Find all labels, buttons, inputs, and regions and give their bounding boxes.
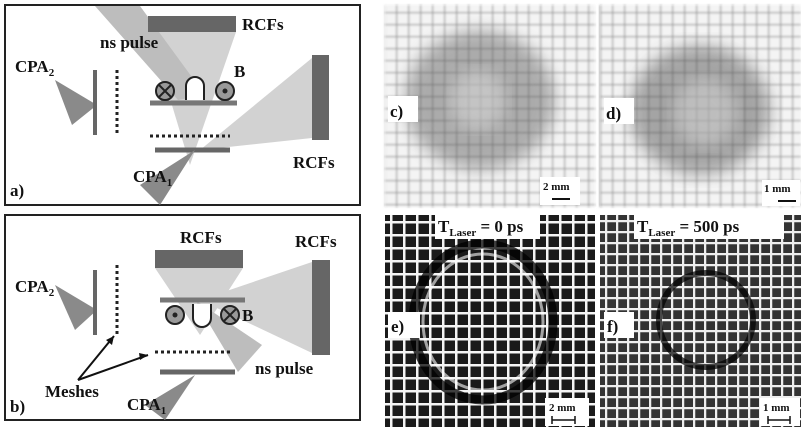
figure: CPA2 ns pulse RCFs B RCFs CPA1 a) RCFs R…	[0, 0, 801, 427]
text-part: Laser	[648, 227, 675, 239]
text-part: 1	[161, 405, 167, 417]
scale-label: 2 mm	[543, 181, 570, 193]
panel-label: a)	[10, 181, 24, 200]
scale-label: 1 mm	[764, 183, 791, 195]
panel-f: TLaser = 500 ps f) 1 mm	[600, 215, 801, 427]
detector-label: RCFs	[293, 153, 335, 172]
rcf-stack	[155, 250, 243, 268]
panel-a: CPA2 ns pulse RCFs B RCFs CPA1 a)	[5, 5, 360, 205]
coil-loop	[186, 77, 204, 100]
beam-label: CPA1	[127, 395, 166, 417]
panel-label: b)	[10, 397, 25, 416]
panel-label: c)	[390, 102, 403, 121]
panel-e: TLaser = 0 ps e) 2 mm	[385, 215, 595, 427]
coil-loop	[193, 304, 211, 327]
mesh-label: Meshes	[45, 382, 99, 401]
rcf-stack	[312, 260, 330, 355]
dot-mark	[223, 89, 228, 94]
panel-label: d)	[606, 104, 621, 123]
detector-label: RCFs	[180, 228, 222, 247]
panel-c: c) 2 mm	[385, 5, 595, 207]
text-part: T	[438, 217, 450, 236]
text-part: 2	[49, 67, 55, 79]
text-part: 1	[167, 177, 173, 189]
detector-label: RCFs	[295, 232, 337, 251]
panel-b: RCFs RCFs CPA2 B Meshes ns pulse CPA1 b)	[5, 215, 360, 420]
text-part: 2	[49, 287, 55, 299]
text-part: CPA	[15, 57, 49, 76]
text-part: T	[637, 217, 649, 236]
beam-label: CPA1	[133, 167, 172, 189]
text-part: CPA	[127, 395, 161, 414]
panel-label: e)	[391, 317, 404, 336]
text-part: CPA	[133, 167, 167, 186]
scale-label: 2 mm	[549, 402, 576, 414]
panel-label: f)	[607, 317, 618, 336]
beam-label: ns pulse	[100, 33, 159, 52]
rcf-stack	[312, 55, 329, 140]
field-label: B	[242, 306, 253, 325]
scale-label: 1 mm	[763, 402, 790, 414]
text-part: Laser	[449, 227, 476, 239]
beam-label: ns pulse	[255, 359, 314, 378]
rcf-stack	[148, 16, 236, 32]
bubble	[673, 78, 737, 146]
detector-label: RCFs	[242, 15, 284, 34]
text-part: = 500 ps	[675, 217, 739, 236]
panel-d: d) 1 mm	[600, 5, 801, 207]
dot-mark	[173, 313, 178, 318]
field-label: B	[234, 62, 245, 81]
text-part: = 0 ps	[476, 217, 523, 236]
bubble	[450, 70, 506, 130]
text-part: CPA	[15, 277, 49, 296]
